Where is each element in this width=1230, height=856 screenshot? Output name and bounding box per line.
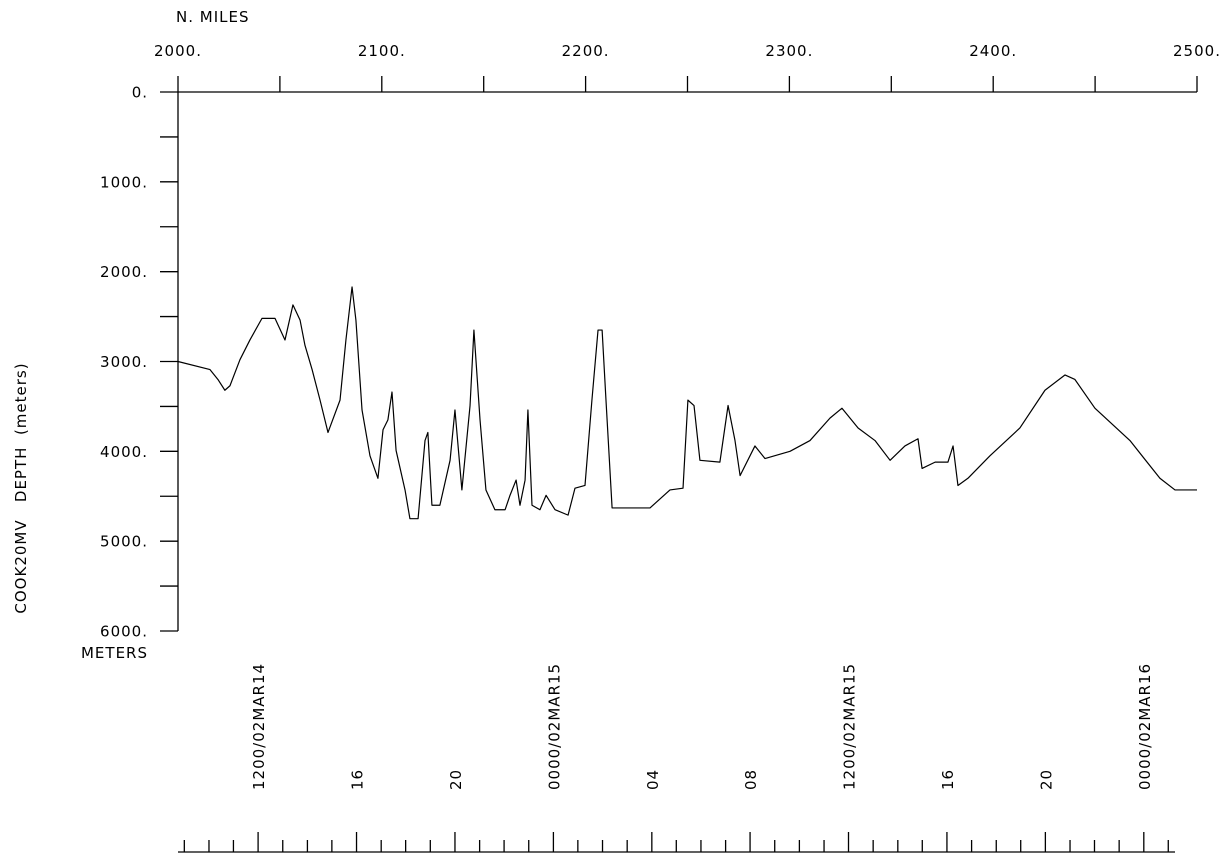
y-axis-title: COOK20MV DEPTH (meters) bbox=[12, 362, 30, 613]
y-units: METERS bbox=[81, 644, 148, 662]
y-tick-label: 3000. bbox=[100, 353, 148, 371]
time-tick-label: 0000/02MAR16 bbox=[1136, 663, 1154, 790]
time-tick-label: 08 bbox=[742, 769, 760, 790]
time-tick-label: 04 bbox=[644, 769, 662, 790]
y-tick-label: 1000. bbox=[100, 173, 148, 191]
time-tick-label: 20 bbox=[447, 769, 465, 790]
time-tick-label: 20 bbox=[1037, 769, 1055, 790]
y-tick-label: 2000. bbox=[100, 263, 148, 281]
time-tick-label: 1200/02MAR15 bbox=[841, 663, 859, 790]
y-tick-label: 0. bbox=[132, 84, 148, 102]
time-tick-label: 1200/02MAR14 bbox=[250, 663, 268, 790]
x-tick-label: 2300. bbox=[765, 42, 813, 60]
x-tick-label: 2100. bbox=[358, 42, 406, 60]
time-tick-label: 0000/02MAR15 bbox=[545, 663, 563, 790]
x-axis-title: N. MILES bbox=[176, 8, 249, 26]
x-tick-label: 2400. bbox=[969, 42, 1017, 60]
time-tick-label: 16 bbox=[939, 769, 957, 790]
depth-line bbox=[177, 286, 1197, 520]
y-tick-label: 4000. bbox=[100, 443, 148, 461]
x-tick-label: 2200. bbox=[562, 42, 610, 60]
y-tick-label: 6000. bbox=[100, 623, 148, 641]
y-tick-label: 5000. bbox=[100, 533, 148, 551]
time-tick-label: 16 bbox=[349, 769, 367, 790]
x-tick-label: 2000. bbox=[154, 42, 202, 60]
x-tick-label: 2500. bbox=[1173, 42, 1221, 60]
